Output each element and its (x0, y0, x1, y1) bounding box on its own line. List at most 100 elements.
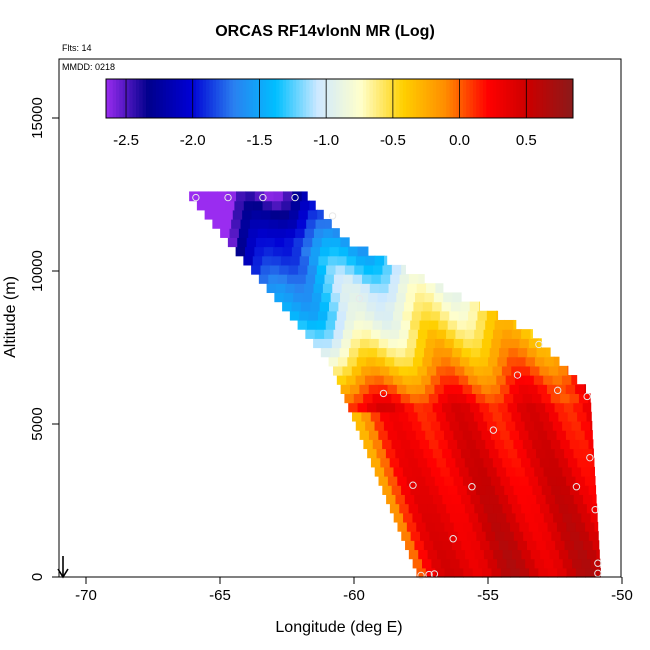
heatmap-cell-95 (523, 531, 534, 541)
heatmap-cell-833 (340, 237, 350, 248)
heatmap-cell-727 (377, 292, 388, 303)
colorbar-swatch-5 (122, 79, 127, 118)
heatmap-cell-155 (464, 503, 475, 514)
heatmap-cell-804 (374, 255, 385, 266)
heatmap-cell-640 (474, 329, 485, 339)
heatmap-cell-808 (254, 246, 265, 257)
colorbar-swatch-16 (159, 79, 164, 118)
heatmap-cell-279 (511, 457, 522, 468)
colorbar-swatch-95 (422, 79, 427, 118)
heatmap-cell-607 (406, 338, 417, 349)
heatmap-cell-122 (575, 521, 586, 532)
heatmap-cell-360 (565, 430, 576, 440)
heatmap-cell-715 (479, 301, 480, 312)
colorbar-swatch-61 (309, 79, 314, 118)
heatmap-cell-551 (366, 356, 377, 367)
heatmap-cell-23 (440, 558, 451, 569)
heatmap-cell-884 (300, 200, 311, 211)
heatmap-cell-267 (399, 457, 410, 468)
heatmap-cell-313 (363, 439, 374, 450)
heatmap-cell-434 (526, 402, 537, 413)
heatmap-cell-794 (280, 255, 291, 266)
colorbar-swatch-138 (566, 79, 571, 118)
heatmap-cell-355 (519, 430, 530, 440)
colorbar-swatch-100 (439, 79, 444, 118)
heatmap-cell-108 (444, 521, 455, 532)
heatmap-cell-506 (440, 375, 450, 385)
heatmap-cell-298 (460, 448, 471, 459)
heatmap-cell-492 (565, 384, 576, 394)
heatmap-cell-302 (498, 448, 509, 459)
heatmap-cell-880 (262, 200, 273, 211)
colorbar-frame (105, 78, 574, 119)
heatmap-cell-45 (455, 549, 466, 560)
heatmap-cell-6 (472, 567, 483, 578)
heatmap-cell-546 (567, 365, 569, 376)
heatmap-cell-403 (483, 411, 494, 422)
heatmap-cell-255 (515, 466, 526, 477)
heatmap-cell-648 (306, 319, 317, 330)
heatmap-cell-642 (492, 329, 503, 339)
heatmap-cell-137 (506, 512, 517, 523)
colorbar-swatch-114 (486, 79, 491, 118)
heatmap-cell-545 (558, 365, 569, 376)
heatmap-cell-850 (240, 218, 251, 229)
heatmap-cell-316 (391, 439, 402, 450)
y-tick-label-3: 15000 (29, 97, 46, 139)
heatmap-cell-449 (419, 393, 430, 404)
heatmap-cell-126 (403, 512, 414, 523)
heatmap-cell-699 (329, 301, 339, 312)
colorbar-swatch-84 (386, 79, 391, 118)
heatmap-cell-878 (243, 200, 254, 211)
heatmap-cell-615 (481, 338, 492, 349)
heatmap-cell-689 (458, 310, 469, 321)
heatmap-cell-228 (491, 476, 502, 486)
colorbar-swatch-132 (546, 79, 551, 118)
heatmap-cell-854 (278, 218, 289, 229)
heatmap-cell-452 (447, 393, 458, 404)
heatmap-cell-777 (288, 264, 299, 275)
heatmap-cell-341 (387, 430, 398, 440)
heatmap-cell-594 (527, 347, 538, 358)
observation-point-3 (291, 193, 299, 202)
heatmap-cell-723 (340, 292, 350, 303)
heatmap-cell-52 (521, 549, 532, 560)
heatmap-cell-322 (447, 439, 458, 450)
heatmap-cell-697 (310, 301, 321, 312)
x-tick-label-3: -55 (477, 587, 499, 604)
heatmap-cell-879 (253, 200, 264, 211)
heatmap-cell-532 (436, 365, 447, 376)
heatmap-cell-423 (423, 402, 434, 413)
heatmap-cell-625 (333, 329, 344, 339)
heatmap-cell-793 (271, 255, 282, 266)
heatmap-cell-177 (451, 494, 462, 505)
heatmap-cell-249 (459, 466, 470, 477)
heatmap-cell-214 (579, 485, 590, 495)
heatmap-cell-885 (309, 200, 316, 211)
heatmap-cell-772 (418, 274, 425, 284)
colorbar-swatch-88 (399, 79, 404, 118)
heatmap-cell-477 (425, 384, 436, 394)
heatmap-cell-569 (534, 356, 545, 367)
heatmap-cell-254 (506, 466, 517, 477)
heatmap-cell-206 (504, 485, 515, 495)
heatmap-cell-33 (534, 558, 545, 569)
colorbar-swatch-73 (349, 79, 354, 118)
heatmap-cell-333 (550, 439, 561, 450)
heatmap-cell-376 (477, 420, 488, 431)
observation-point-2 (259, 193, 267, 202)
colorbar-swatch-133 (549, 79, 554, 118)
heatmap-cell-222 (434, 476, 445, 486)
heatmap-cell-610 (435, 338, 446, 349)
heatmap-cell-721 (321, 292, 332, 303)
heatmap-cell-15 (557, 567, 568, 578)
heatmap-cell-791 (252, 255, 263, 266)
heatmap-cell-722 (330, 292, 341, 303)
heatmap-cell-638 (455, 329, 466, 339)
heatmap-cell-776 (279, 264, 290, 275)
heatmap-cell-270 (427, 457, 438, 468)
heatmap-cell-283 (549, 457, 560, 468)
colorbar-swatch-83 (382, 79, 387, 118)
heatmap-cell-76 (545, 540, 556, 551)
colorbar-swatch-72 (346, 79, 351, 118)
